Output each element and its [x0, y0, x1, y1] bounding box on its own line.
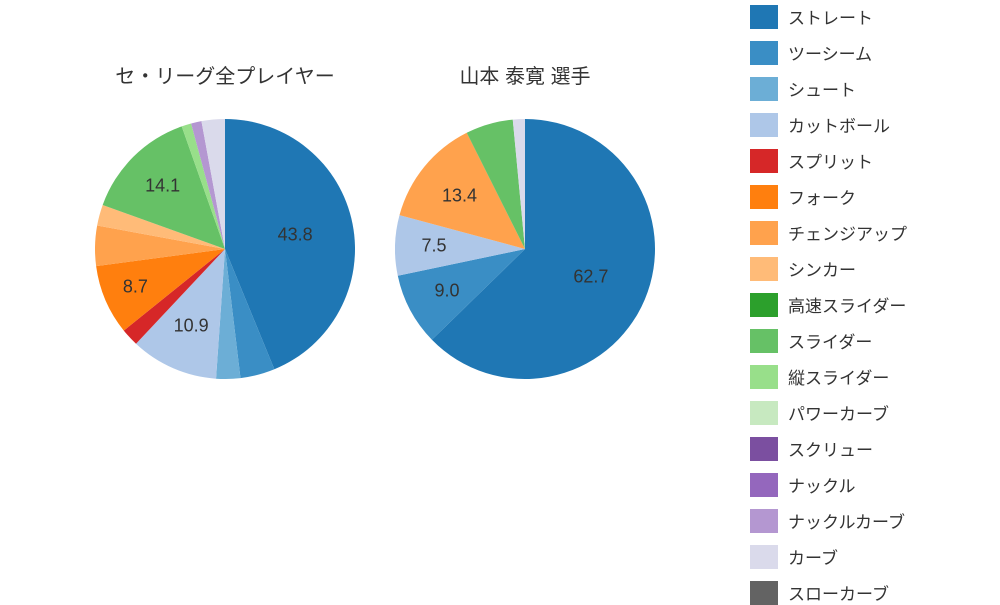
chart-right-title: 山本 泰寛 選手 — [459, 60, 590, 89]
legend-item: チェンジアップ — [750, 220, 990, 245]
legend-swatch — [750, 401, 778, 425]
chart-right: 山本 泰寛 選手 62.7 9.0 7.5 13.4 — [395, 60, 655, 384]
legend-label: 高速スライダー — [788, 292, 906, 317]
legend-swatch — [750, 5, 778, 29]
legend-label: フォーク — [788, 184, 856, 209]
legend-label: カーブ — [788, 544, 838, 569]
charts-area: セ・リーグ全プレイヤー 43.8 10.9 8.7 14.1 山本 泰寛 選手 62.… — [0, 0, 750, 600]
legend-swatch — [750, 41, 778, 65]
legend-swatch — [750, 545, 778, 569]
pie-slice-label: 13.4 — [442, 185, 477, 206]
legend-swatch — [750, 257, 778, 281]
legend-item: ツーシーム — [750, 40, 990, 65]
legend-swatch — [750, 509, 778, 533]
legend-label: シンカー — [788, 256, 856, 281]
legend-label: 縦スライダー — [788, 364, 889, 389]
pie-slice-label: 9.0 — [434, 280, 459, 301]
legend-label: カットボール — [788, 112, 890, 137]
legend-item: シンカー — [750, 256, 990, 281]
legend-swatch — [750, 113, 778, 137]
legend-item: ナックル — [750, 472, 990, 497]
legend-label: ナックル — [788, 472, 856, 497]
legend-item: スライダー — [750, 328, 990, 353]
legend-swatch — [750, 329, 778, 353]
legend-item: シュート — [750, 76, 990, 101]
pie-left-wrap: 43.8 10.9 8.7 14.1 — [95, 119, 355, 384]
legend-swatch — [750, 77, 778, 101]
legend-label: スローカーブ — [788, 580, 889, 605]
pie-slice-label: 62.7 — [573, 266, 608, 287]
legend-swatch — [750, 293, 778, 317]
legend-swatch — [750, 581, 778, 605]
legend-label: シュート — [788, 76, 856, 101]
legend-item: 縦スライダー — [750, 364, 990, 389]
legend-label: スプリット — [788, 148, 873, 173]
legend-item: スクリュー — [750, 436, 990, 461]
legend-swatch — [750, 437, 778, 461]
legend-label: パワーカーブ — [788, 400, 889, 425]
pie-left-svg — [95, 119, 355, 379]
legend-label: ストレート — [788, 4, 873, 29]
legend-swatch — [750, 473, 778, 497]
legend-item: ストレート — [750, 4, 990, 29]
legend-swatch — [750, 365, 778, 389]
legend-label: スクリュー — [788, 436, 873, 461]
legend: ストレートツーシームシュートカットボールスプリットフォークチェンジアップシンカー… — [750, 0, 1000, 600]
legend-label: ツーシーム — [788, 40, 872, 65]
legend-item: スローカーブ — [750, 580, 990, 605]
pie-slice-label: 14.1 — [145, 176, 180, 197]
legend-item: カーブ — [750, 544, 990, 569]
pie-slice-label: 7.5 — [422, 236, 447, 257]
legend-label: チェンジアップ — [788, 220, 907, 245]
legend-swatch — [750, 185, 778, 209]
chart-left: セ・リーグ全プレイヤー 43.8 10.9 8.7 14.1 — [95, 60, 355, 384]
pie-right-wrap: 62.7 9.0 7.5 13.4 — [395, 119, 655, 384]
legend-item: フォーク — [750, 184, 990, 209]
pie-slice-label: 8.7 — [123, 277, 148, 298]
legend-label: ナックルカーブ — [788, 508, 905, 533]
pie-slice-label: 10.9 — [174, 316, 209, 337]
pie-slice-label: 43.8 — [278, 225, 313, 246]
legend-swatch — [750, 221, 778, 245]
legend-label: スライダー — [788, 328, 872, 353]
chart-container: セ・リーグ全プレイヤー 43.8 10.9 8.7 14.1 山本 泰寛 選手 62.… — [0, 0, 1000, 600]
legend-item: パワーカーブ — [750, 400, 990, 425]
legend-item: 高速スライダー — [750, 292, 990, 317]
legend-item: ナックルカーブ — [750, 508, 990, 533]
legend-item: カットボール — [750, 112, 990, 137]
chart-left-title: セ・リーグ全プレイヤー — [115, 60, 334, 89]
legend-swatch — [750, 149, 778, 173]
legend-item: スプリット — [750, 148, 990, 173]
